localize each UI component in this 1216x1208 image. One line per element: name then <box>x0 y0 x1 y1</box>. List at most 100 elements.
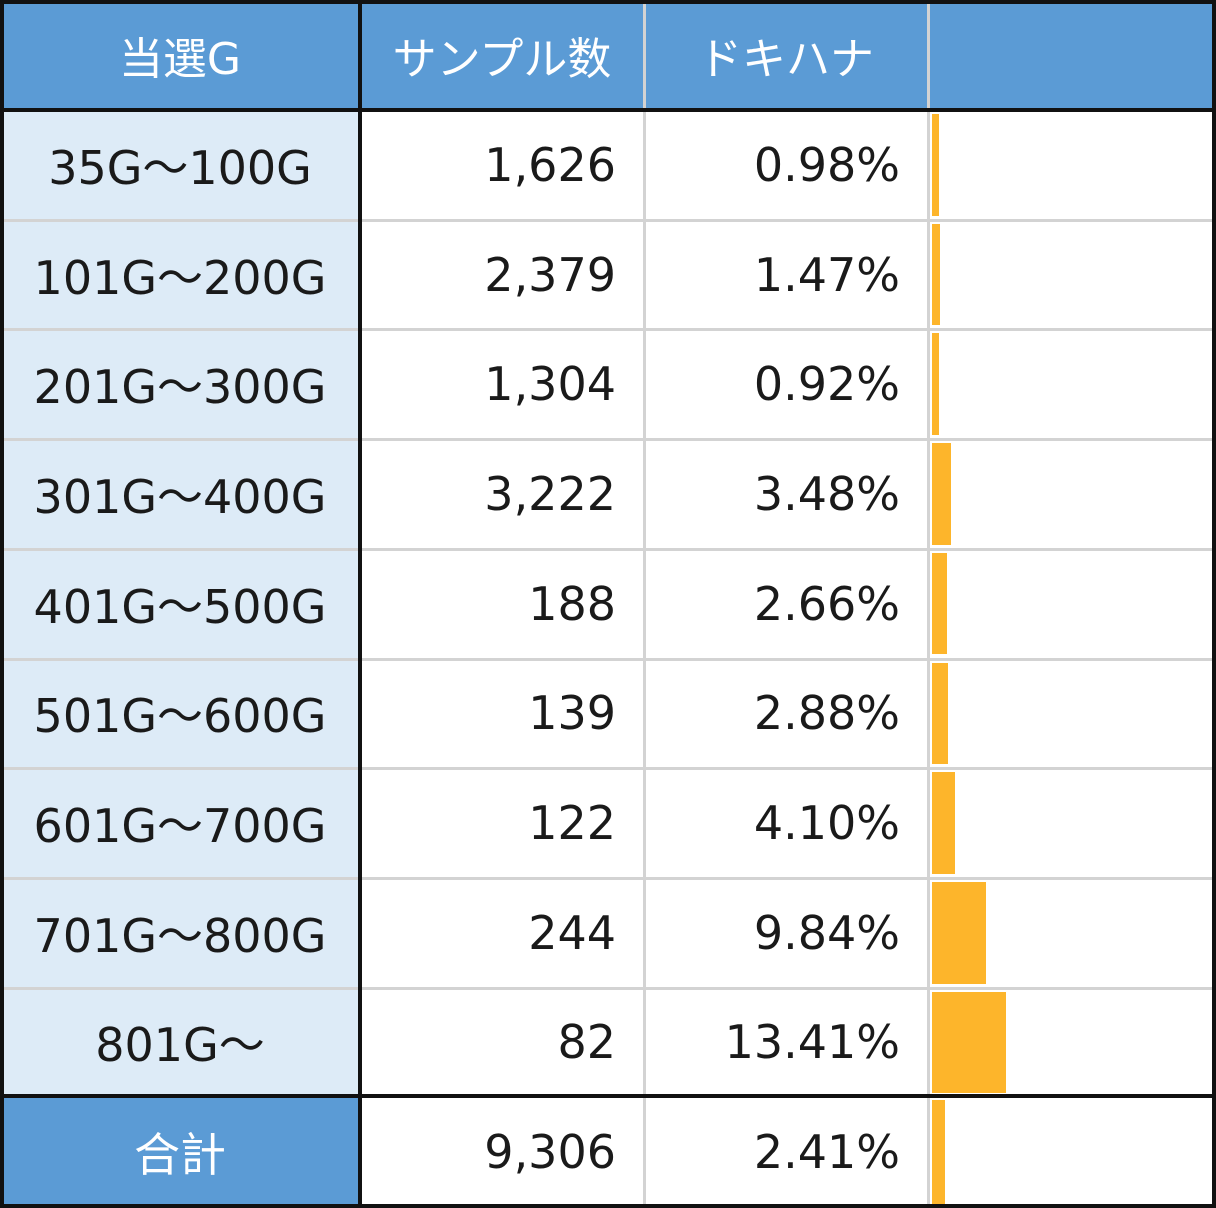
row-divider <box>0 876 1216 880</box>
row-bar-cell <box>928 658 1216 769</box>
row-rate-text: 1.47% <box>753 247 900 302</box>
row-bar-cell <box>928 987 1216 1098</box>
row-samples: 139 <box>360 658 644 769</box>
total-rate-text: 2.41% <box>753 1125 900 1179</box>
row-divider <box>0 218 1216 222</box>
rate-bar <box>932 881 987 984</box>
row-label-text: 401G〜500G <box>33 579 327 634</box>
row-divider <box>0 438 1216 442</box>
row-samples: 3,222 <box>360 439 644 549</box>
column-divider <box>927 0 930 1208</box>
rate-bar <box>932 443 952 545</box>
row-samples: 2,379 <box>360 219 644 330</box>
rate-bar <box>932 114 939 216</box>
row-label-text: 35G〜100G <box>48 140 312 195</box>
row-rate-text: 13.41% <box>724 1015 900 1070</box>
row-rate: 0.92% <box>644 329 928 440</box>
row-label: 101G〜200G <box>0 219 360 330</box>
row-samples-text: 1,626 <box>484 137 616 192</box>
total-rate: 2.41% <box>644 1096 928 1208</box>
row-divider <box>0 986 1216 990</box>
row-divider <box>0 328 1216 332</box>
row-rate-text: 0.98% <box>753 137 900 192</box>
row-samples-text: 3,222 <box>484 466 616 521</box>
row-label: 501G〜600G <box>0 658 360 769</box>
row-rate: 13.41% <box>644 987 928 1098</box>
row-rate-text: 9.84% <box>753 905 900 960</box>
row-samples-text: 122 <box>528 796 616 851</box>
row-rate: 2.88% <box>644 658 928 769</box>
row-bar-cell <box>928 768 1216 878</box>
total-label: 合計 <box>0 1096 360 1208</box>
header-sample-count-text: サンプル数 <box>392 34 612 85</box>
row-rate: 2.66% <box>644 548 928 659</box>
row-samples: 82 <box>360 987 644 1098</box>
row-bar-cell <box>928 439 1216 549</box>
label-column-rule <box>358 0 362 1208</box>
row-samples-text: 1,304 <box>484 357 616 412</box>
row-rate-text: 0.92% <box>753 357 900 412</box>
row-bar-cell <box>928 877 1216 988</box>
row-samples-text: 2,379 <box>484 247 616 302</box>
row-samples-text: 139 <box>528 686 616 741</box>
rate-bar <box>932 772 955 874</box>
row-label: 601G〜700G <box>0 768 360 878</box>
row-divider <box>0 547 1216 551</box>
row-bar-cell <box>928 219 1216 330</box>
row-samples: 244 <box>360 877 644 988</box>
rate-bar <box>932 552 947 655</box>
header-sample-count: サンプル数 <box>360 0 644 110</box>
row-rate: 9.84% <box>644 877 928 988</box>
header-bottom-rule <box>0 108 1216 112</box>
row-label-text: 301G〜400G <box>33 469 327 524</box>
header-hit-game: 当選G <box>0 0 360 110</box>
row-samples-text: 82 <box>557 1015 616 1070</box>
row-label-text: 501G〜600G <box>33 689 327 744</box>
row-divider <box>0 657 1216 661</box>
row-label-text: 801G〜 <box>95 1018 265 1073</box>
row-rate: 3.48% <box>644 439 928 549</box>
row-bar-cell <box>928 329 1216 440</box>
row-samples-text: 244 <box>528 905 616 960</box>
row-samples-text: 188 <box>528 576 616 631</box>
row-samples: 1,626 <box>360 110 644 220</box>
row-rate: 4.10% <box>644 768 928 878</box>
row-label-text: 601G〜700G <box>33 799 327 854</box>
column-divider <box>643 0 646 1208</box>
row-label-text: 701G〜800G <box>33 908 327 963</box>
rate-bar <box>932 223 941 326</box>
row-rate-text: 4.10% <box>753 796 900 851</box>
row-label: 801G〜 <box>0 987 360 1098</box>
header-hit-game-text: 当選G <box>118 34 242 85</box>
header-doki-hana-text: ドキハナ <box>698 34 874 85</box>
row-label: 35G〜100G <box>0 110 360 220</box>
total-samples: 9,306 <box>360 1096 644 1208</box>
row-rate: 1.47% <box>644 219 928 330</box>
row-rate-text: 2.66% <box>753 576 900 631</box>
row-divider <box>0 767 1216 771</box>
total-top-rule <box>0 1094 1216 1098</box>
row-label-text: 101G〜200G <box>33 250 327 305</box>
total-bar-cell <box>928 1096 1216 1208</box>
rate-bar <box>932 991 1006 1094</box>
row-rate: 0.98% <box>644 110 928 220</box>
row-samples: 1,304 <box>360 329 644 440</box>
row-label: 701G〜800G <box>0 877 360 988</box>
row-label: 201G〜300G <box>0 329 360 440</box>
header-bar <box>928 0 1216 110</box>
row-rate-text: 3.48% <box>753 466 900 521</box>
total-rate-bar <box>932 1100 946 1204</box>
row-label: 401G〜500G <box>0 548 360 659</box>
rate-bar <box>932 662 948 765</box>
total-label-text: 合計 <box>134 1128 226 1182</box>
row-label: 301G〜400G <box>0 439 360 549</box>
row-bar-cell <box>928 110 1216 220</box>
rate-bar <box>932 333 939 436</box>
row-bar-cell <box>928 548 1216 659</box>
row-samples: 188 <box>360 548 644 659</box>
header-doki-hana: ドキハナ <box>644 0 928 110</box>
row-samples: 122 <box>360 768 644 878</box>
row-rate-text: 2.88% <box>753 686 900 741</box>
total-samples-text: 9,306 <box>484 1125 616 1179</box>
